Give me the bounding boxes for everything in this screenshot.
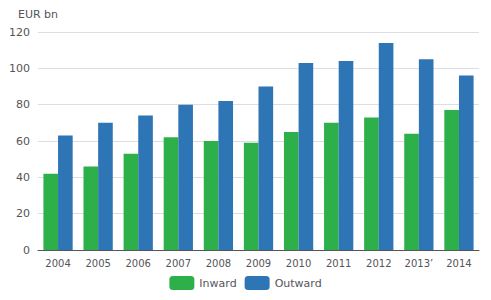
svg-text:Outward: Outward	[275, 277, 322, 290]
svg-text:120: 120	[9, 26, 30, 39]
svg-text:20: 20	[16, 207, 30, 220]
svg-text:2014: 2014	[446, 258, 471, 269]
svg-text:2013’: 2013’	[405, 258, 434, 269]
svg-text:0: 0	[23, 244, 30, 257]
svg-text:EUR bn: EUR bn	[18, 8, 58, 21]
svg-text:2005: 2005	[85, 258, 110, 269]
svg-text:2009: 2009	[246, 258, 271, 269]
svg-text:100: 100	[9, 62, 30, 75]
svg-text:80: 80	[16, 98, 30, 111]
svg-text:40: 40	[16, 171, 30, 184]
svg-text:2006: 2006	[126, 258, 151, 269]
svg-text:2008: 2008	[206, 258, 231, 269]
svg-text:Inward: Inward	[199, 277, 236, 290]
svg-text:2011: 2011	[326, 258, 351, 269]
svg-text:60: 60	[16, 135, 30, 148]
svg-text:2007: 2007	[166, 258, 191, 269]
svg-text:2012: 2012	[366, 258, 391, 269]
svg-text:2010: 2010	[286, 258, 311, 269]
svg-text:2004: 2004	[45, 258, 70, 269]
